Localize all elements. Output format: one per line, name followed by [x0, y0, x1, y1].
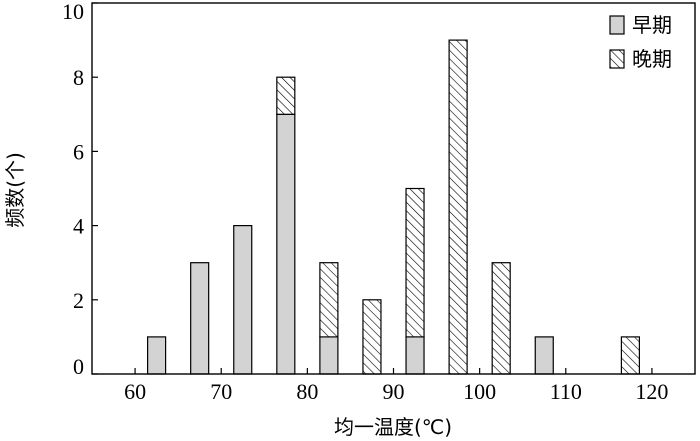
- x-tick-label: 90: [383, 379, 405, 404]
- y-tick-label: 2: [73, 288, 84, 313]
- x-axis-title: 均一温度(℃): [334, 415, 452, 439]
- y-tick-label: 0: [73, 354, 84, 379]
- bar-early: [534, 336, 554, 375]
- x-tick-label: 70: [210, 379, 232, 404]
- y-tick-label: 4: [73, 214, 84, 239]
- bar-late: [362, 299, 382, 375]
- bar-late: [276, 76, 296, 115]
- bar-early: [276, 113, 296, 375]
- x-tick-label: 60: [124, 379, 146, 404]
- bars-layer: [147, 39, 640, 375]
- y-axis-title: 频数(个): [3, 152, 27, 228]
- legend-swatch-early: [609, 15, 625, 35]
- bar-late: [405, 187, 425, 338]
- plot-frame: [91, 2, 696, 375]
- legend-label-early: 早期: [632, 13, 672, 37]
- y-tick-label: 10: [62, 0, 84, 24]
- ticks-layer: 60 70 80 90 100 110 120 0 2 4 6 8 10: [62, 0, 668, 404]
- bar-late: [620, 336, 640, 375]
- x-tick-label: 120: [635, 379, 668, 404]
- bar-late: [319, 262, 339, 338]
- x-tick-label: 80: [296, 379, 318, 404]
- legend-label-late: 晚期: [632, 47, 672, 71]
- bar-early: [319, 336, 339, 375]
- x-tick-label: 100: [463, 379, 496, 404]
- y-tick-label: 8: [73, 65, 84, 90]
- bar-late: [448, 39, 468, 375]
- legend: 早期 晚期: [609, 13, 672, 71]
- bar-early: [233, 225, 253, 375]
- y-tick-label: 6: [73, 139, 84, 164]
- bar-early: [405, 336, 425, 375]
- legend-swatch-late: [609, 49, 625, 69]
- bar-early: [190, 262, 210, 375]
- bar-late: [491, 262, 511, 375]
- x-tick-label: 110: [550, 379, 582, 404]
- bar-early: [147, 336, 167, 375]
